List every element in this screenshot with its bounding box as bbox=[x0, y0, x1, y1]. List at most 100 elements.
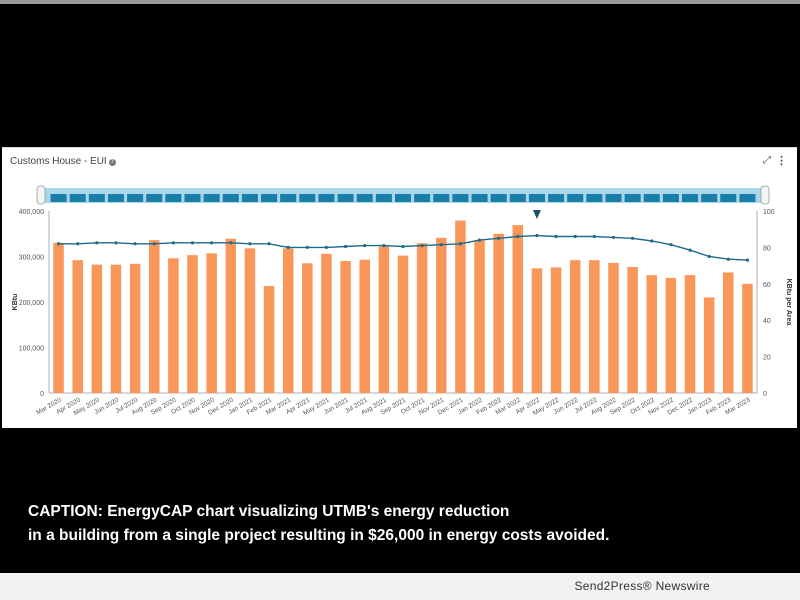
kebab-icon[interactable]: ⋮ bbox=[776, 155, 787, 167]
line-point bbox=[592, 234, 596, 239]
bar bbox=[91, 264, 103, 393]
line-point bbox=[114, 241, 118, 245]
line-point bbox=[56, 242, 61, 246]
bar bbox=[608, 262, 619, 393]
line-point bbox=[439, 243, 443, 247]
bar bbox=[493, 233, 504, 393]
line-point bbox=[516, 234, 520, 239]
panel-title: Customs House - EUI? bbox=[10, 156, 116, 167]
navigator-bar bbox=[681, 194, 699, 202]
caption-line-2: in a building from a single project resu… bbox=[28, 527, 610, 544]
bar bbox=[244, 248, 256, 393]
line-point bbox=[210, 241, 214, 245]
bar bbox=[512, 225, 524, 393]
bar bbox=[206, 253, 217, 393]
bar bbox=[684, 275, 696, 393]
newswire-credit: Send2Press® Newswire bbox=[574, 579, 710, 593]
navigator-bar bbox=[624, 194, 641, 202]
navigator-bar bbox=[701, 194, 718, 202]
bar bbox=[531, 268, 543, 393]
navigator-bar bbox=[165, 194, 182, 202]
line-point bbox=[401, 244, 405, 249]
info-icon[interactable]: ? bbox=[108, 159, 116, 166]
line-point bbox=[458, 242, 463, 246]
bar bbox=[129, 263, 141, 393]
line-point bbox=[573, 234, 577, 239]
bar bbox=[148, 240, 160, 393]
line-point bbox=[343, 244, 348, 249]
navigator-bar bbox=[88, 194, 105, 202]
bar bbox=[263, 286, 275, 393]
bar bbox=[627, 266, 638, 393]
navigator-bar bbox=[528, 194, 545, 202]
bar bbox=[340, 261, 351, 393]
line-point bbox=[76, 242, 80, 246]
bar bbox=[646, 275, 658, 393]
left-tick-label: 400,000 bbox=[19, 209, 44, 216]
line-point bbox=[152, 242, 156, 246]
navigator-bar bbox=[739, 194, 756, 202]
line-point bbox=[133, 242, 137, 246]
line-point bbox=[363, 243, 367, 248]
line-point bbox=[95, 241, 99, 245]
line-point bbox=[305, 245, 309, 249]
navigator-bar bbox=[299, 194, 316, 202]
line-point bbox=[650, 239, 654, 243]
image-top-border bbox=[0, 0, 800, 4]
bar bbox=[321, 253, 332, 393]
navigator-bar bbox=[414, 194, 431, 202]
navigator-bar bbox=[375, 194, 392, 202]
navigator-bar bbox=[146, 194, 163, 202]
bar bbox=[550, 267, 562, 393]
bar bbox=[53, 242, 64, 393]
navigator-bar bbox=[548, 194, 565, 202]
navigator-bar bbox=[50, 194, 67, 202]
line-point bbox=[382, 243, 386, 248]
line-point bbox=[286, 245, 290, 249]
panel-title-text: Customs House - EUI bbox=[10, 156, 107, 167]
navigator-bar bbox=[280, 194, 297, 202]
bar bbox=[282, 248, 294, 393]
bar bbox=[474, 240, 485, 393]
navigator-bar bbox=[107, 194, 125, 202]
bar bbox=[187, 255, 198, 393]
bar bbox=[72, 260, 83, 393]
footer-bar bbox=[0, 573, 800, 600]
right-axis-title: KBtu per Area bbox=[785, 279, 792, 326]
navigator-bar bbox=[471, 194, 488, 202]
line-point bbox=[611, 235, 616, 239]
navigator-bar bbox=[318, 194, 335, 202]
line-point bbox=[554, 234, 558, 239]
eui-chart: 0 100,000 200,000 300,000 400,000 0 20 40 60 80 10… bbox=[12, 185, 792, 417]
navigator-bar bbox=[394, 194, 412, 202]
line-point bbox=[229, 241, 233, 245]
bar bbox=[723, 272, 734, 393]
navigator-bar bbox=[127, 194, 144, 202]
navigator-bar bbox=[203, 194, 220, 202]
bar bbox=[225, 238, 237, 393]
marker-triangle-icon bbox=[532, 210, 541, 219]
line-point bbox=[190, 241, 195, 245]
line-point bbox=[707, 254, 711, 259]
navigator-bar bbox=[222, 194, 239, 202]
line-point bbox=[726, 257, 730, 261]
bar bbox=[455, 220, 466, 393]
navigator-bar bbox=[184, 194, 201, 202]
right-tick-label: 0 bbox=[763, 391, 767, 398]
left-tick-label: 200,000 bbox=[19, 300, 44, 307]
bar bbox=[302, 263, 313, 393]
navigator-bar bbox=[509, 194, 526, 202]
navigator-bar bbox=[643, 194, 660, 202]
line-point bbox=[420, 243, 424, 248]
navigator-bar bbox=[337, 194, 354, 202]
navigator-bar bbox=[356, 194, 373, 202]
navigator-bar bbox=[490, 194, 507, 202]
line-point bbox=[324, 245, 329, 249]
navigator-bar bbox=[586, 194, 603, 202]
left-tick-label: 100,000 bbox=[19, 346, 44, 353]
bar bbox=[742, 283, 753, 393]
navigator-right-handle bbox=[760, 185, 770, 205]
expand-icon[interactable]: ⤢ bbox=[763, 155, 771, 166]
bar bbox=[168, 258, 179, 393]
right-tick-label: 20 bbox=[763, 355, 771, 362]
